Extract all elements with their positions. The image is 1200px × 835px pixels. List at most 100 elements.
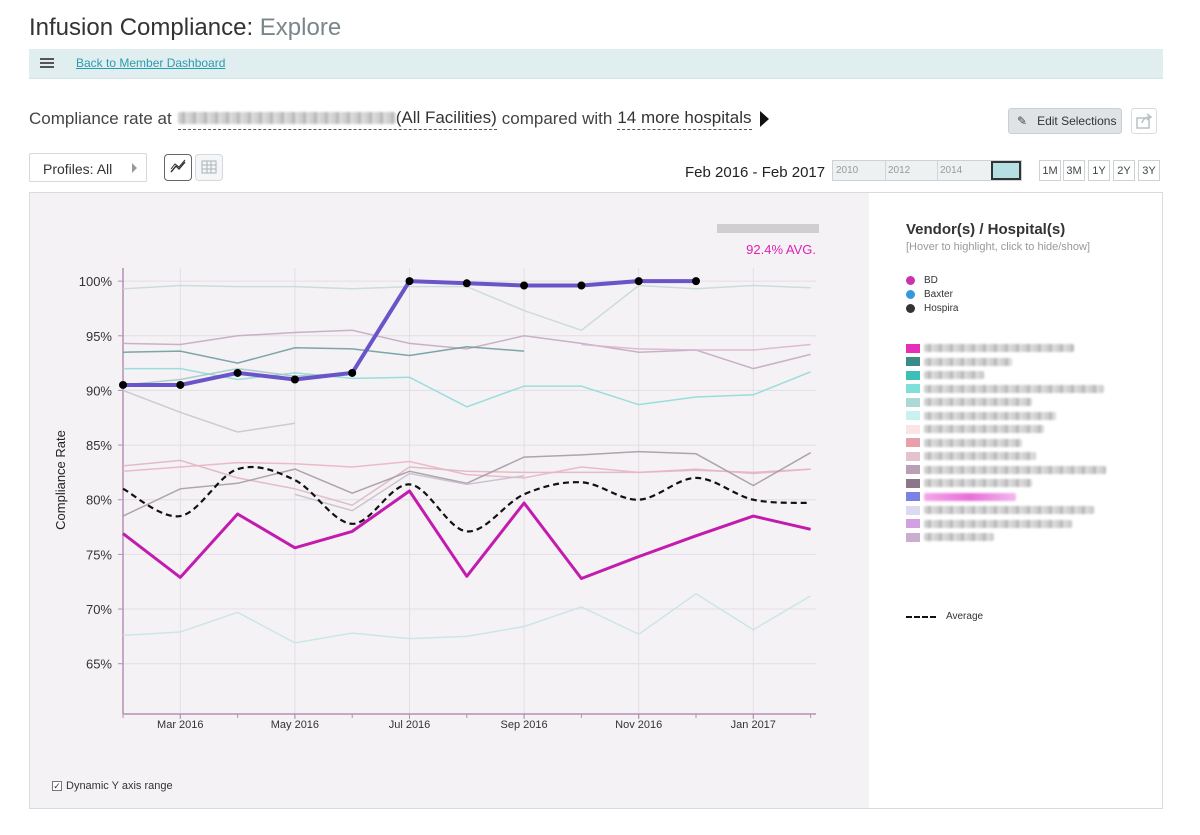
series-line-background [122, 367, 353, 386]
y-tick-label: 85% [86, 438, 112, 453]
legend-hospital-item[interactable] [906, 505, 1094, 515]
dynamic-y-axis-toggle[interactable]: ✓ Dynamic Y axis range [52, 780, 173, 792]
legend-hospital-item[interactable] [906, 451, 1036, 461]
y-tick-label: 90% [86, 383, 112, 398]
profiles-value: Profiles: All [43, 161, 113, 177]
y-tick-label: 70% [86, 602, 112, 617]
x-tick-label: Jan 2017 [731, 719, 776, 731]
series-line-background [122, 284, 811, 332]
hospital-swatch [906, 465, 920, 474]
series-line-background [122, 459, 811, 507]
series-line-background [122, 592, 811, 644]
hospital-swatch [906, 451, 920, 461]
vendor-label: Baxter [924, 289, 953, 300]
legend-hospital-item[interactable] [906, 519, 1072, 529]
timeline-tick [885, 161, 886, 180]
table-view-button[interactable] [195, 154, 223, 181]
redacted-hospital-name [924, 452, 1036, 460]
facility-selector[interactable]: (All Facilities) [177, 108, 497, 130]
vendor-dot-icon [906, 276, 915, 285]
legend-subtitle: [Hover to highlight, click to hide/show] [906, 241, 1091, 253]
more-hospitals-link[interactable]: 14 more hospitals [617, 108, 752, 130]
checkbox[interactable]: ✓ [52, 781, 62, 791]
legend-hospital-item[interactable] [906, 343, 1074, 353]
range-1y-button[interactable]: 1Y [1088, 160, 1110, 181]
timeline-brush-handle[interactable] [991, 161, 1021, 180]
highlight-point[interactable] [119, 380, 127, 389]
highlight-point[interactable] [348, 368, 357, 377]
highlight-point[interactable] [233, 368, 242, 377]
hospital-swatch [906, 505, 920, 515]
redacted-hospital-name [924, 411, 1056, 420]
hospital-swatch [906, 438, 920, 447]
back-to-dashboard-link[interactable]: Back to Member Dashboard [76, 56, 226, 70]
range-3y-button[interactable]: 3Y [1138, 160, 1160, 181]
menu-icon[interactable] [40, 58, 54, 70]
highlight-point[interactable] [405, 277, 414, 286]
timeline-year: 2012 [888, 165, 911, 176]
range-1m-button[interactable]: 1M [1039, 160, 1061, 181]
redacted-hospital-name [924, 357, 1012, 366]
legend-hospital-item[interactable] [906, 424, 1044, 434]
redacted-hospital-name [924, 371, 984, 379]
series-line-bd [122, 489, 811, 580]
page-title-sub: Explore [259, 14, 342, 41]
highlight-point[interactable] [462, 279, 471, 288]
edit-selections-label: Edit Selections [1037, 114, 1117, 128]
series-line-background [122, 389, 296, 433]
expand-arrow-icon[interactable] [759, 111, 769, 127]
profiles-select[interactable]: Profiles: All [29, 153, 147, 182]
hospital-swatch [906, 519, 920, 528]
y-tick-labels: 100% 95% 90% 85% 80% 75% 70% 65% [79, 274, 113, 672]
highlight-point[interactable] [692, 277, 700, 286]
highlight-point[interactable] [290, 375, 299, 384]
legend-title: Vendor(s) / Hospital(s) [906, 221, 1066, 238]
legend-vendor-bd[interactable]: BD [906, 275, 938, 286]
legend-vendor-hospira[interactable]: Hospira [906, 303, 958, 314]
series-line-background [123, 367, 811, 408]
hospital-swatch [906, 424, 920, 434]
highlight-point[interactable] [176, 380, 185, 389]
series-line-background [581, 343, 811, 351]
series-line-background [122, 460, 811, 479]
highlight-point[interactable] [520, 281, 529, 290]
vendor-label: BD [924, 275, 938, 286]
redacted-hospital-name [924, 519, 1072, 528]
y-tick-label: 100% [79, 274, 113, 289]
redacted-hospital-name [924, 533, 994, 541]
axes-layer [122, 268, 816, 715]
legend-hospital-item[interactable] [906, 411, 1056, 421]
timeline-selector[interactable]: 2010 2012 2014 [832, 160, 1022, 181]
redacted-hospital-name [924, 438, 1022, 447]
redacted-facility-name [177, 112, 396, 124]
edit-selections-button[interactable]: ✎ Edit Selections [1008, 108, 1122, 134]
legend-hospital-item[interactable] [906, 370, 984, 380]
hospital-swatch [906, 411, 920, 420]
share-button[interactable] [1131, 108, 1157, 134]
timeline-year: 2010 [836, 165, 859, 176]
range-3m-button[interactable]: 3M [1063, 160, 1085, 181]
series-line-background [122, 450, 811, 517]
x-tick-label: Jul 2016 [389, 719, 431, 731]
legend-hospital-item[interactable] [906, 492, 1016, 502]
legend-hospital-item[interactable] [906, 478, 1032, 488]
highlight-point[interactable] [577, 281, 586, 290]
legend-hospital-item[interactable] [906, 465, 1106, 475]
legend-vendor-baxter[interactable]: Baxter [906, 289, 953, 300]
hospital-swatch [906, 397, 920, 407]
line-chart-view-button[interactable] [164, 154, 192, 181]
average-legend-label: Average [946, 611, 984, 622]
compliance-summary: Compliance rate at (All Facilities) comp… [29, 108, 769, 130]
legend-hospital-item[interactable] [906, 532, 994, 542]
page-title-main: Infusion Compliance: [29, 14, 254, 41]
redacted-hospital-name [924, 506, 1094, 514]
legend-hospital-item[interactable] [906, 397, 1032, 407]
range-2y-button[interactable]: 2Y [1113, 160, 1135, 181]
highlight-point[interactable] [634, 277, 643, 286]
legend-hospital-item[interactable] [906, 438, 1022, 448]
legend-average[interactable]: Average [906, 611, 983, 622]
legend-hospital-item[interactable] [906, 384, 1104, 394]
legend-hospital-item[interactable] [906, 357, 1012, 367]
redacted-hospital-name [924, 479, 1032, 487]
nav-bar: Back to Member Dashboard [29, 49, 1163, 79]
